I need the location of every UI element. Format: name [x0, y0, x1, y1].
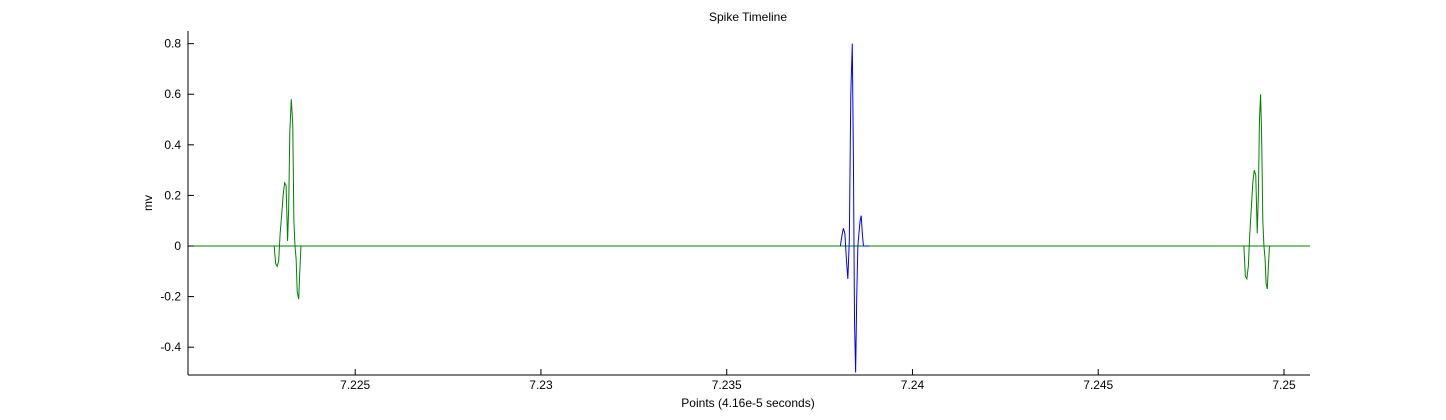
plot-area	[188, 31, 1310, 375]
y-tick-label: 0.6	[164, 87, 181, 101]
y-ticks: -0.4 -0.2 0 0.2 0.4 0.6 0.8	[160, 37, 194, 354]
spike-series-line-1	[273, 99, 307, 300]
y-tick-label: 0	[174, 239, 181, 253]
x-tick-label: 7.245	[1083, 378, 1113, 392]
x-tick-label: 7.23	[529, 378, 553, 392]
spike-series-line-3	[1243, 94, 1272, 290]
y-tick-label: -0.4	[160, 340, 181, 354]
spike-series-line-2	[839, 43, 870, 373]
x-tick-label: 7.235	[712, 378, 742, 392]
x-tick-label: 7.24	[901, 378, 925, 392]
x-tick-label: 7.225	[340, 378, 370, 392]
y-axis-label: mv	[141, 195, 155, 211]
x-ticks: 7.225 7.23 7.235 7.24 7.245 7.25	[340, 369, 1296, 392]
y-tick-label: 0.2	[164, 188, 181, 202]
x-tick-label: 7.25	[1272, 378, 1296, 392]
x-axis-label: Points (4.16e-5 seconds)	[681, 396, 814, 410]
y-tick-label: 0.4	[164, 138, 181, 152]
y-tick-label: -0.2	[160, 290, 181, 304]
y-tick-label: 0.8	[164, 37, 181, 51]
series-layer	[188, 43, 1310, 373]
chart-title: Spike Timeline	[709, 10, 787, 24]
